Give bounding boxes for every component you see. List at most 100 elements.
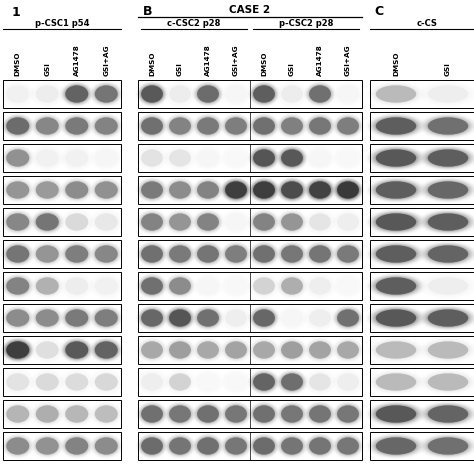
Ellipse shape — [428, 341, 468, 359]
Ellipse shape — [376, 374, 416, 391]
Ellipse shape — [94, 373, 118, 392]
Ellipse shape — [419, 401, 474, 427]
Ellipse shape — [308, 245, 332, 264]
Ellipse shape — [370, 339, 422, 361]
Ellipse shape — [225, 149, 247, 167]
Ellipse shape — [251, 308, 276, 328]
Ellipse shape — [333, 306, 363, 330]
Ellipse shape — [370, 403, 422, 425]
Ellipse shape — [249, 370, 279, 394]
Bar — [3, 400, 121, 428]
Ellipse shape — [169, 85, 191, 103]
Bar — [370, 400, 474, 428]
Ellipse shape — [195, 83, 221, 105]
Ellipse shape — [193, 82, 223, 106]
Ellipse shape — [334, 243, 362, 265]
Ellipse shape — [277, 338, 307, 362]
Ellipse shape — [6, 149, 29, 167]
Ellipse shape — [309, 85, 331, 103]
Ellipse shape — [278, 147, 306, 169]
Ellipse shape — [276, 146, 308, 171]
Bar — [3, 272, 121, 300]
Bar — [138, 304, 362, 332]
Text: GSI+AG: GSI+AG — [233, 45, 239, 76]
Bar — [3, 336, 121, 364]
Ellipse shape — [253, 341, 275, 359]
Ellipse shape — [92, 243, 120, 264]
Ellipse shape — [3, 211, 33, 233]
Ellipse shape — [428, 85, 468, 103]
Bar — [370, 400, 474, 428]
Ellipse shape — [373, 340, 419, 360]
Bar — [3, 208, 121, 236]
Ellipse shape — [139, 276, 164, 296]
Bar — [138, 432, 362, 460]
Ellipse shape — [6, 438, 29, 455]
Ellipse shape — [426, 181, 470, 200]
Ellipse shape — [196, 405, 220, 423]
Ellipse shape — [90, 337, 123, 363]
Ellipse shape — [251, 147, 277, 169]
Ellipse shape — [193, 306, 223, 330]
Ellipse shape — [34, 180, 61, 200]
Ellipse shape — [94, 85, 118, 103]
Ellipse shape — [419, 305, 474, 330]
Ellipse shape — [138, 115, 165, 137]
Ellipse shape — [34, 404, 61, 424]
Ellipse shape — [138, 211, 166, 233]
Ellipse shape — [376, 277, 416, 295]
Ellipse shape — [193, 210, 223, 234]
Ellipse shape — [139, 84, 164, 104]
Ellipse shape — [197, 149, 219, 167]
Ellipse shape — [64, 84, 90, 104]
Ellipse shape — [63, 339, 91, 361]
Ellipse shape — [335, 339, 361, 361]
Ellipse shape — [332, 401, 364, 427]
Ellipse shape — [368, 210, 424, 234]
Ellipse shape — [280, 116, 305, 136]
Ellipse shape — [193, 114, 223, 138]
Ellipse shape — [169, 341, 191, 359]
Ellipse shape — [141, 310, 163, 327]
Ellipse shape — [33, 115, 61, 137]
Ellipse shape — [64, 180, 90, 200]
Ellipse shape — [337, 85, 359, 103]
Ellipse shape — [136, 113, 168, 138]
Ellipse shape — [309, 277, 331, 295]
Ellipse shape — [4, 179, 32, 201]
Ellipse shape — [428, 149, 468, 167]
Bar — [370, 432, 474, 460]
Ellipse shape — [249, 146, 279, 170]
Bar — [138, 336, 362, 364]
Ellipse shape — [195, 116, 220, 136]
Ellipse shape — [225, 213, 247, 231]
Ellipse shape — [248, 177, 280, 202]
Ellipse shape — [64, 181, 89, 200]
Ellipse shape — [34, 436, 61, 456]
Bar — [370, 336, 474, 364]
Ellipse shape — [221, 434, 251, 458]
Ellipse shape — [32, 115, 62, 137]
Ellipse shape — [374, 341, 418, 359]
Ellipse shape — [91, 307, 121, 329]
Ellipse shape — [195, 243, 221, 264]
Bar — [138, 176, 362, 204]
Ellipse shape — [61, 242, 92, 266]
Ellipse shape — [420, 210, 474, 234]
Ellipse shape — [95, 182, 118, 199]
Ellipse shape — [137, 178, 167, 202]
Bar — [3, 400, 121, 428]
Ellipse shape — [92, 339, 120, 361]
Text: DMSO: DMSO — [393, 52, 399, 76]
Ellipse shape — [250, 403, 278, 425]
Ellipse shape — [141, 182, 163, 199]
Bar — [370, 176, 474, 204]
Ellipse shape — [248, 241, 280, 266]
Ellipse shape — [252, 341, 276, 359]
Ellipse shape — [279, 179, 305, 201]
Ellipse shape — [92, 435, 120, 456]
Bar — [138, 368, 362, 396]
Ellipse shape — [250, 307, 278, 329]
Ellipse shape — [195, 435, 221, 456]
Ellipse shape — [280, 341, 304, 359]
